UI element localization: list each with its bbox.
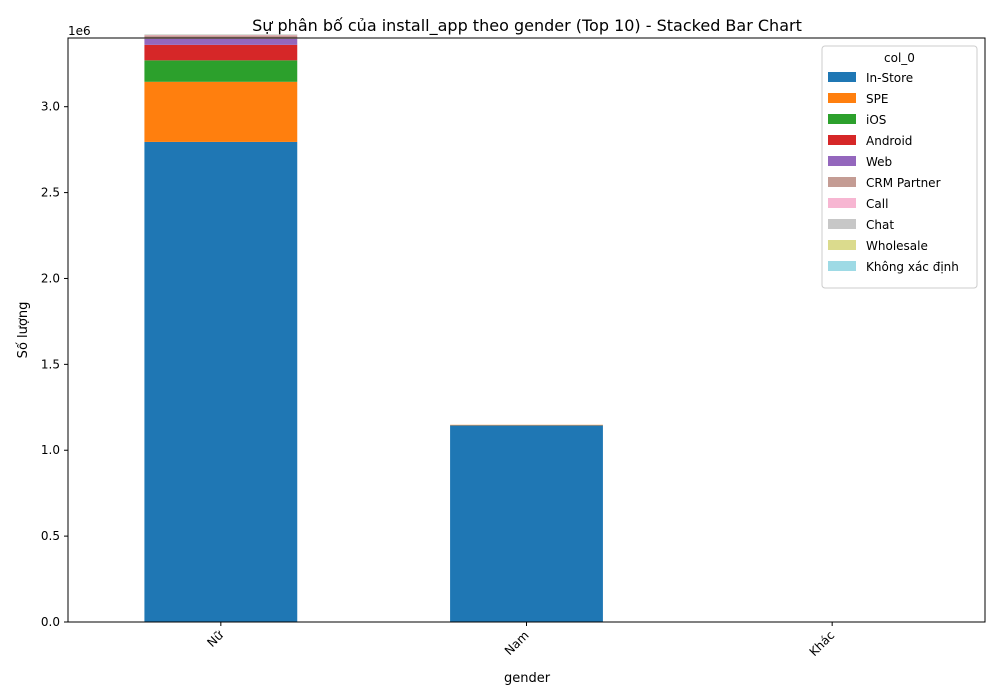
bar-ios-0	[144, 60, 298, 82]
bar-spe-1	[450, 424, 603, 426]
bar-call-0	[144, 34, 298, 36]
legend-swatch	[828, 114, 856, 124]
legend-swatch	[828, 219, 856, 229]
legend-swatch	[828, 72, 856, 82]
bars-group	[144, 34, 603, 622]
legend-entry-label: Web	[866, 155, 892, 169]
legend-swatch	[828, 261, 856, 271]
legend-box	[821, 45, 978, 289]
y-tick-label: 2.0	[41, 271, 60, 285]
legend-swatch	[828, 156, 856, 166]
x-axis-label: gender	[504, 671, 551, 686]
legend-entry-label: iOS	[866, 113, 886, 127]
y-tick-label: 1.5	[41, 357, 60, 371]
legend-swatch	[828, 135, 856, 145]
legend-swatch	[828, 177, 856, 187]
legend-entry-label: Android	[866, 134, 912, 148]
legend-entry-label: SPE	[866, 92, 888, 106]
y-tick-label: 2.5	[41, 186, 60, 200]
legend-swatch	[828, 240, 856, 250]
x-tick-label: Nam	[502, 628, 532, 658]
legend-title: col_0	[884, 51, 915, 65]
legend-entry-label: Call	[866, 197, 888, 211]
bar-in-store-1	[450, 425, 603, 622]
bar-android-0	[144, 44, 298, 61]
legend-entry-label: Wholesale	[866, 239, 928, 253]
y-tick-label: 0.5	[41, 529, 60, 543]
chart-title: Sự phân bố của install_app theo gender (…	[252, 16, 802, 36]
y-tick-label: 3.0	[41, 100, 60, 114]
y-tick-label: 1.0	[41, 443, 60, 457]
bar-web-0	[144, 38, 298, 45]
legend-entry-label: Chat	[866, 218, 894, 232]
legend-swatch	[828, 93, 856, 103]
x-tick-label: Khác	[807, 628, 838, 659]
y-axis-label: Số lượng	[16, 302, 31, 359]
legend-entry-label: Không xác định	[866, 260, 959, 274]
legend-entry-label: CRM Partner	[866, 176, 941, 190]
legend: col_0 In-Store SPE iOS Android Web CRM Partner…	[821, 45, 978, 289]
bar-crm-partner-0	[144, 35, 298, 39]
bar-spe-0	[144, 81, 298, 142]
legend-swatch	[828, 198, 856, 208]
bar-in-store-0	[144, 141, 298, 622]
y-multiplier-label: 1e6	[68, 24, 91, 38]
y-tick-label: 0.0	[41, 615, 60, 629]
x-tick-label: Nữ	[204, 627, 227, 650]
legend-entry-label: In-Store	[866, 71, 913, 85]
